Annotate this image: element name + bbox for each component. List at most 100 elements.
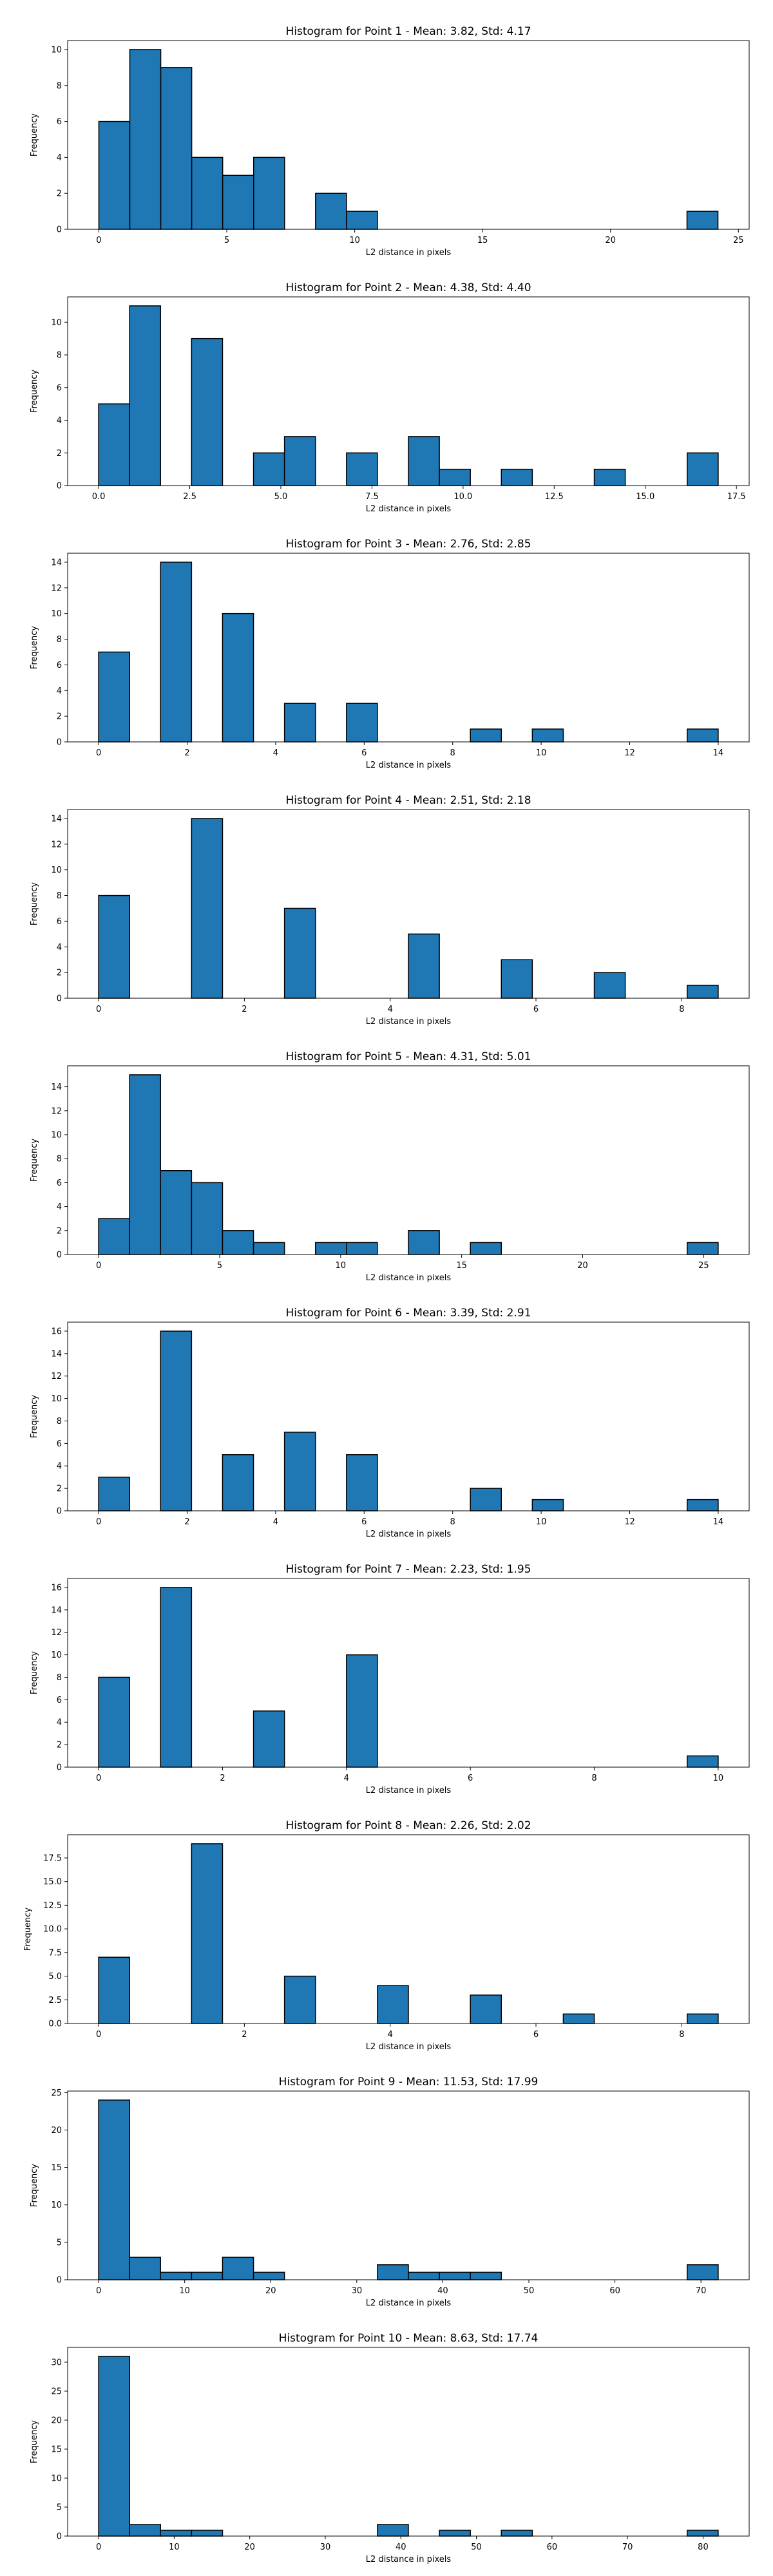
y-tick-label: 0	[57, 738, 62, 748]
x-tick-label: 10	[349, 236, 360, 245]
y-tick-label: 10	[51, 1130, 62, 1140]
histogram-bar	[408, 933, 440, 999]
histogram-bar	[191, 818, 224, 999]
x-axis-label: L2 distance in pixels	[366, 504, 452, 514]
chart-title: Histogram for Point 7 - Mean: 2.23, Std:…	[285, 1563, 531, 1576]
histogram-bar	[253, 1710, 285, 1768]
histogram-bar	[687, 1242, 719, 1255]
y-tick-label: 2	[57, 449, 62, 459]
x-axis-label: L2 distance in pixels	[366, 1017, 452, 1027]
y-tick-label: 2	[57, 1741, 62, 1750]
histogram-bar	[562, 2013, 595, 2024]
histogram-bar	[98, 651, 130, 743]
histogram-bar	[470, 728, 502, 743]
y-axis-label: Frequency	[30, 1395, 39, 1438]
y-tick-label: 20	[51, 2416, 62, 2425]
chart-title: Histogram for Point 6 - Mean: 3.39, Std:…	[285, 1307, 531, 1320]
y-tick-label: 10	[51, 45, 62, 55]
histogram-bar	[98, 403, 130, 486]
y-tick-label: 2.5	[48, 1996, 62, 2005]
x-tick-label: 10	[713, 1774, 724, 1783]
x-axis-label: L2 distance in pixels	[366, 761, 452, 770]
y-tick-label: 16	[51, 1327, 62, 1336]
axes-frame	[67, 2090, 750, 2280]
y-tick-label: 6	[57, 383, 62, 393]
histogram-bar	[98, 1218, 130, 1255]
histogram-bar	[686, 211, 719, 230]
y-tick-label: 14	[51, 814, 62, 824]
histogram-bar	[253, 156, 285, 230]
y-tick-label: 6	[57, 1696, 62, 1705]
axes-frame	[67, 553, 750, 743]
y-tick-label: 6	[57, 117, 62, 127]
x-tick-label: 4	[388, 2030, 393, 2040]
histogram-bar	[439, 2271, 471, 2280]
chart-panel-6: Histogram for Point 6 - Mean: 3.39, Std:…	[30, 1307, 750, 1539]
y-tick-label: 8	[57, 891, 62, 901]
x-tick-label: 15.0	[636, 492, 654, 502]
y-axis-label: Frequency	[30, 1139, 39, 1182]
chart-panel-5: Histogram for Point 5 - Mean: 4.31, Std:…	[30, 1050, 750, 1283]
x-axis-label: L2 distance in pixels	[366, 248, 452, 258]
x-tick-label: 12.5	[545, 492, 564, 502]
x-tick-label: 80	[698, 2543, 709, 2552]
chart-panel-7: Histogram for Point 7 - Mean: 2.23, Std:…	[30, 1563, 750, 1795]
x-tick-label: 6	[533, 1005, 539, 1014]
y-tick-label: 10.0	[43, 1925, 62, 1935]
x-tick-label: 10	[179, 2286, 190, 2296]
x-tick-label: 25	[733, 236, 744, 245]
x-tick-label: 20	[577, 1261, 588, 1271]
y-tick-label: 17.5	[43, 1853, 62, 1863]
y-tick-label: 6	[57, 917, 62, 927]
histogram-bar	[98, 2356, 130, 2537]
y-tick-label: 10	[51, 2474, 62, 2483]
x-tick-label: 30	[352, 2286, 363, 2296]
chart-title: Histogram for Point 4 - Mean: 2.51, Std:…	[285, 794, 531, 807]
y-tick-label: 4	[57, 1462, 62, 1472]
y-tick-label: 2	[57, 969, 62, 978]
y-tick-label: 12	[51, 1106, 62, 1116]
x-tick-label: 6	[468, 1774, 473, 1783]
histogram-bar	[346, 1654, 378, 1768]
x-tick-label: 14	[713, 748, 724, 758]
x-tick-label: 25	[698, 1261, 709, 1271]
histogram-bar	[253, 2271, 285, 2280]
y-tick-label: 0	[57, 1251, 62, 1260]
histogram-bar	[160, 2271, 193, 2280]
x-tick-label: 4	[273, 748, 278, 758]
histogram-bar	[129, 305, 162, 486]
x-tick-label: 0	[96, 1517, 101, 1527]
y-tick-label: 4	[57, 1202, 62, 1212]
y-tick-label: 14	[51, 1083, 62, 1092]
y-tick-label: 14	[51, 1349, 62, 1359]
x-axis-label: L2 distance in pixels	[366, 2042, 452, 2052]
y-tick-label: 4	[57, 943, 62, 952]
x-tick-label: 0	[96, 2030, 101, 2040]
histogram-bar	[98, 120, 131, 230]
histogram-bar	[314, 1242, 347, 1255]
histogram-bar	[593, 468, 626, 486]
chart-panel-8: Histogram for Point 8 - Mean: 2.26, Std:…	[23, 1819, 750, 2052]
y-tick-label: 12.5	[43, 1901, 62, 1911]
x-tick-label: 70	[622, 2543, 633, 2552]
histogram-bar	[501, 2530, 533, 2537]
y-tick-label: 14	[51, 1605, 62, 1615]
y-tick-label: 15	[51, 2445, 62, 2454]
histogram-bar	[470, 1994, 502, 2024]
histogram-bar	[470, 1488, 502, 1511]
histogram-bar	[191, 2530, 224, 2537]
chart-panel-1: Histogram for Point 1 - Mean: 3.82, Std:…	[30, 25, 750, 258]
histogram-bar	[253, 452, 285, 486]
histogram-bar	[439, 468, 471, 486]
histogram-bar	[439, 2530, 471, 2537]
y-tick-label: 14	[51, 558, 62, 567]
y-tick-label: 6	[57, 1439, 62, 1449]
histogram-bar	[283, 436, 316, 486]
axes-frame	[67, 809, 750, 999]
x-axis-label: L2 distance in pixels	[366, 1530, 452, 1539]
histogram-bar	[222, 1230, 254, 1255]
x-tick-label: 0.0	[92, 492, 106, 502]
chart-title: Histogram for Point 9 - Mean: 11.53, Std…	[279, 2076, 539, 2088]
chart-panel-10: Histogram for Point 10 - Mean: 8.63, Std…	[30, 2332, 750, 2564]
histogram-bar	[222, 1454, 254, 1511]
